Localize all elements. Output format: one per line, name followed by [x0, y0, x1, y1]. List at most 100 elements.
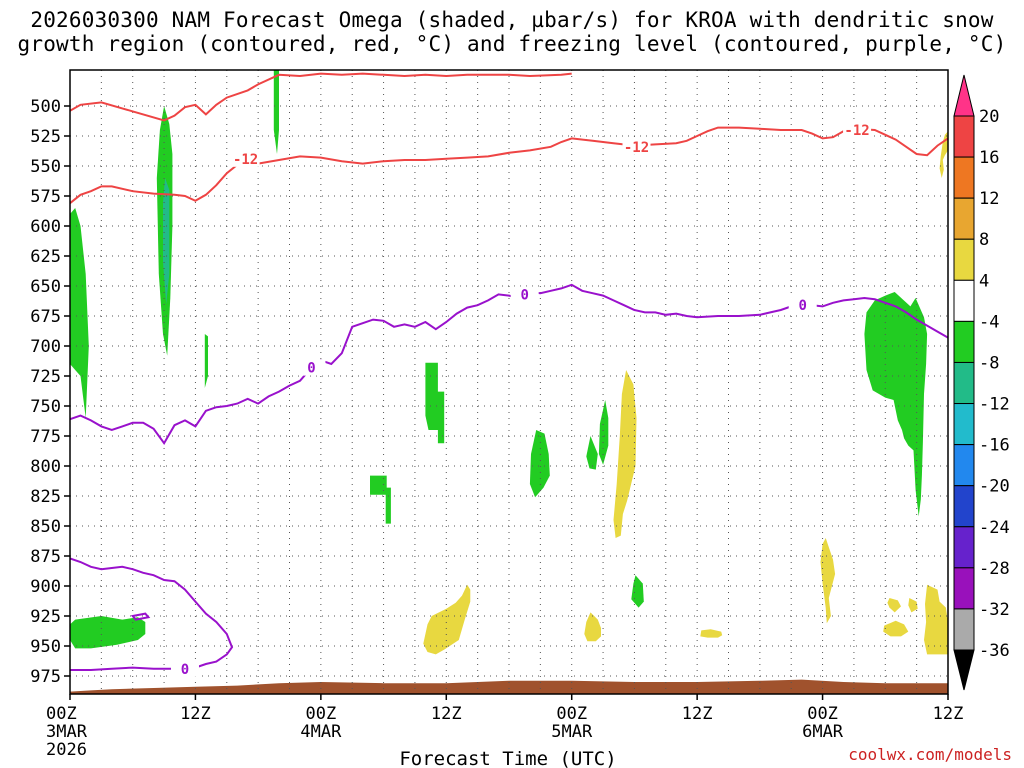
dgz-label-2-bg [622, 138, 651, 155]
dgz-label-3: -12 [844, 123, 869, 139]
colorbar-top-arrow [953, 74, 975, 117]
colorbar-label: -24 [979, 518, 1010, 538]
y-tick-label: 950 [30, 637, 61, 657]
chart-title-line2: growth region (contoured, red, °C) and f… [17, 32, 1007, 56]
omega-region-8 [529, 430, 550, 498]
y-tick-label: 975 [30, 667, 61, 687]
freezing-label-2-bg [510, 286, 539, 303]
y-tick-label: 650 [30, 277, 61, 297]
freezing-label-3-bg [788, 297, 817, 314]
freezing-label-3: 0 [798, 298, 806, 314]
omega-region-16 [423, 584, 471, 655]
site-credit: coolwx.com/models [848, 745, 1012, 764]
y-tick-label: 600 [30, 217, 61, 237]
freezing-label-4: 0 [181, 662, 189, 678]
x-tick-label: 00Z [46, 704, 77, 724]
y-tick-label: 700 [30, 337, 61, 357]
plot-frame [69, 69, 949, 695]
x-tick-label: 00Z [305, 704, 336, 724]
colorbar-segment [953, 279, 975, 322]
dgz-label-1-bg [231, 150, 260, 167]
omega-region-13 [820, 538, 836, 624]
colorbar-label: -12 [979, 395, 1010, 415]
colorbar-segment [953, 444, 975, 487]
y-tick-label: 900 [30, 577, 61, 597]
y-tick-label: 675 [30, 307, 61, 327]
colorbar-label: -20 [979, 477, 1010, 497]
y-tick-label: 850 [30, 517, 61, 537]
x-tick-label: 00Z [807, 704, 838, 724]
y-tick-label: 500 [30, 97, 61, 117]
colorbar-segment [953, 115, 975, 158]
omega-region-12 [613, 370, 637, 538]
omega-region-15 [939, 131, 948, 178]
dgz-contour-lower [70, 126, 948, 204]
freezing-label-1: 0 [307, 361, 315, 377]
x-tick-label: 12Z [180, 704, 211, 724]
colorbar-segment [953, 156, 975, 199]
omega-region-11 [631, 575, 644, 608]
colorbar-label: 8 [979, 230, 989, 250]
omega-region-4 [70, 616, 146, 649]
x-tick-label: 2026 [46, 740, 87, 760]
colorbar-label: 12 [979, 189, 999, 209]
dgz-label-3-bg [843, 122, 872, 138]
colorbar-label: -16 [979, 436, 1010, 456]
y-tick-label: 625 [30, 247, 61, 267]
omega-region-2 [163, 178, 170, 304]
colorbar-label: -8 [979, 353, 999, 373]
terrain-fill [70, 679, 948, 694]
omega-region-22 [924, 584, 948, 655]
x-tick-label: 12Z [682, 704, 713, 724]
omega-region-18 [700, 629, 723, 638]
chart-title-line1: 2026030300 NAM Forecast Omega (shaded, µ… [30, 8, 994, 32]
omega-region-3 [273, 70, 279, 154]
omega-region-14 [864, 292, 928, 517]
dgz-label-2: -12 [624, 140, 649, 156]
omega-region-7 [425, 362, 445, 444]
x-axis-label: Forecast Time (UTC) [399, 748, 616, 768]
omega-region-19 [887, 598, 901, 613]
colorbar-segment [953, 403, 975, 446]
y-tick-label: 925 [30, 607, 61, 627]
x-tick-label: 6MAR [802, 722, 844, 742]
colorbar-label: -36 [979, 641, 1010, 661]
freezing-label-1-bg [297, 359, 326, 376]
x-tick-label: 00Z [556, 704, 587, 724]
y-tick-label: 825 [30, 487, 61, 507]
y-tick-label: 575 [30, 187, 61, 207]
omega-region-0 [70, 208, 89, 418]
omega-region-10 [598, 400, 609, 465]
omega-region-9 [586, 436, 598, 470]
y-tick-label: 725 [30, 367, 61, 387]
y-tick-label: 875 [30, 547, 61, 567]
y-tick-label: 800 [30, 457, 61, 477]
y-tick-label: 775 [30, 427, 61, 447]
colorbar-segment [953, 485, 975, 528]
colorbar-label: 16 [979, 148, 999, 168]
colorbar-label: -4 [979, 312, 999, 332]
colorbar-label: 20 [979, 107, 999, 127]
x-tick-label: 12Z [431, 704, 462, 724]
plot-area: -12 -12 -12 0 0 0 0 [70, 70, 948, 694]
dgz-label-1: -12 [233, 152, 258, 168]
dgz-contour-upper [70, 72, 572, 122]
freezing-contour-small [130, 612, 151, 621]
colorbar-label: 4 [979, 271, 989, 291]
x-tick-label: 5MAR [551, 722, 593, 742]
y-tick-label: 750 [30, 397, 61, 417]
colorbar-segment [953, 361, 975, 405]
colorbar-segment [953, 567, 975, 610]
x-tick-label: 3MAR [46, 722, 88, 742]
colorbar-segment [953, 238, 975, 281]
colorbar-segment [953, 608, 975, 651]
x-tick-label: 4MAR [300, 722, 342, 742]
colorbar-bottom-arrow [953, 649, 975, 691]
freezing-label-2: 0 [520, 287, 528, 303]
x-tick-label: 12Z [933, 704, 964, 724]
colorbar-segment [953, 320, 975, 363]
y-tick-label: 550 [30, 157, 61, 177]
colorbar-label: -32 [979, 600, 1010, 620]
omega-region-17 [584, 612, 601, 642]
